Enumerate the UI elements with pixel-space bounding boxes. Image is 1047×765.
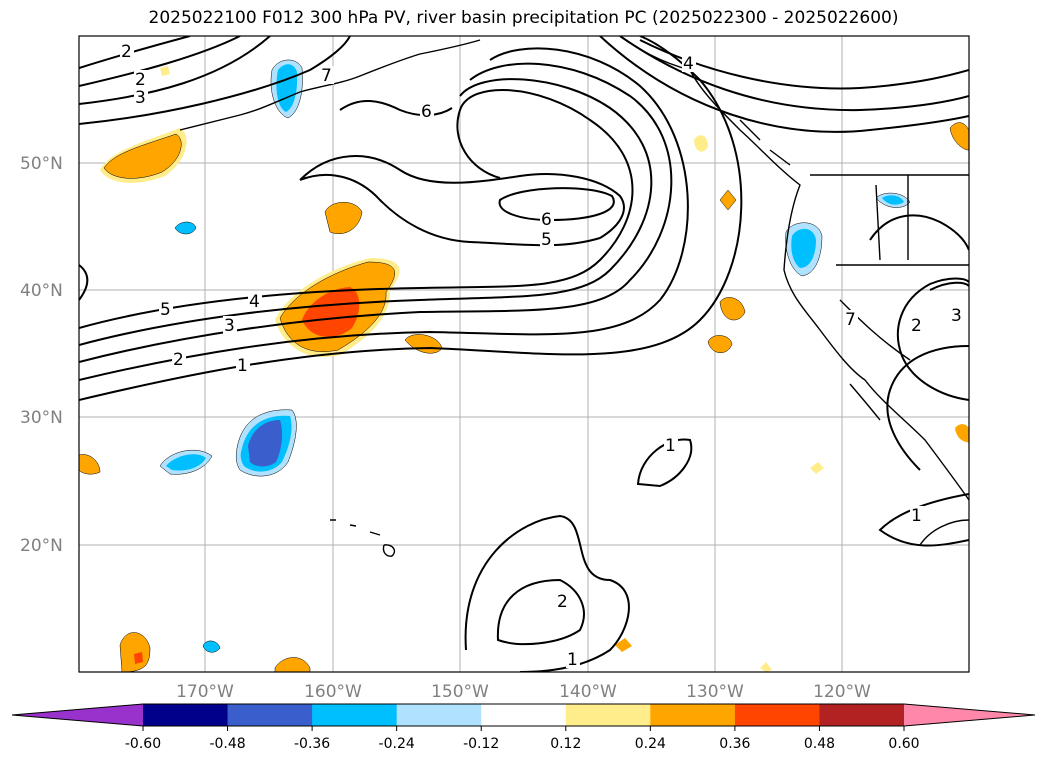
colorbar-segment: [819, 704, 905, 726]
contour-label: 1: [911, 506, 922, 526]
lat-label: 30°N: [20, 408, 63, 428]
map-background: [79, 36, 969, 672]
colorbar-tick-label: 0.24: [635, 736, 666, 752]
contour-label: 5: [160, 300, 171, 320]
colorbar-tick-label: -0.48: [209, 736, 245, 752]
contour-label: 6: [421, 102, 432, 122]
colorbar-tick-label: -0.36: [294, 736, 330, 752]
contour-label: 7: [321, 66, 332, 86]
lon-label: 170°W: [176, 682, 234, 702]
contour-label: 6: [541, 210, 552, 230]
precip-anomalies: [79, 59, 969, 672]
map-title: 2025022100 F012 300 hPa PV, river basin …: [148, 8, 899, 28]
colorbar-segment: [481, 704, 567, 726]
contour-label: 2: [121, 42, 132, 62]
coastlines: [179, 36, 969, 557]
contour-label: 2: [911, 316, 922, 336]
longitude-labels: 170°W 160°W 150°W 140°W 130°W 120°W: [176, 682, 871, 702]
pv-contours: [79, 36, 969, 672]
colorbar-segment: [734, 704, 820, 726]
lon-label: 150°W: [431, 682, 489, 702]
colorbar-tick-label: 0.60: [888, 736, 919, 752]
lon-label: 140°W: [559, 682, 617, 702]
lat-label: 50°N: [20, 154, 63, 174]
contour-label: 3: [951, 306, 962, 326]
colorbar-tick-label: 0.48: [804, 736, 835, 752]
colorbar-segment: [396, 704, 482, 726]
colorbar-segment: [650, 704, 736, 726]
colorbar-segment: [312, 704, 398, 726]
lat-label: 40°N: [20, 281, 63, 301]
contour-label: 5: [541, 230, 552, 250]
contour-label: 2: [173, 350, 184, 370]
lon-label: 120°W: [813, 682, 871, 702]
map-frame: [78, 35, 970, 673]
colorbar-segment: [227, 704, 313, 726]
colorbar-tick-label: 0.12: [550, 736, 581, 752]
colorbar-tick-label: -0.24: [379, 736, 415, 752]
colorbar-segment: [565, 704, 651, 726]
contour-label: 4: [249, 292, 260, 312]
colorbar-tick-label: -0.12: [463, 736, 499, 752]
lat-label: 20°N: [20, 536, 63, 556]
lon-label: 130°W: [686, 682, 744, 702]
colorbar-tick-label: 0.36: [719, 736, 750, 752]
contour-label: 3: [135, 88, 146, 108]
contour-label: 7: [845, 310, 856, 330]
colorbar-segment: [143, 704, 229, 726]
colorbar: -0.60 -0.48 -0.36 -0.24 -0.12 0.12 0.24 0.36 0.4…: [11, 703, 1036, 752]
contour-label: 2: [135, 70, 146, 90]
contour-label: 2: [557, 592, 568, 612]
latitude-labels: 50°N 40°N 30°N 20°N: [20, 154, 63, 556]
colorbar-tick-label: -0.60: [125, 736, 161, 752]
lon-label: 160°W: [304, 682, 362, 702]
colorbar-extend-low: [12, 704, 143, 726]
contour-label: 1: [237, 356, 248, 376]
contour-label: 1: [567, 650, 578, 670]
contour-labels: 2 2 3 5 4 3 2 1 6 6 5 4 7 1 2 1 1 2 3 7: [120, 42, 964, 670]
contour-label: 1: [665, 436, 676, 456]
contour-label: 4: [683, 54, 694, 74]
contour-label: 3: [224, 316, 235, 336]
colorbar-extend-high: [904, 704, 1035, 726]
